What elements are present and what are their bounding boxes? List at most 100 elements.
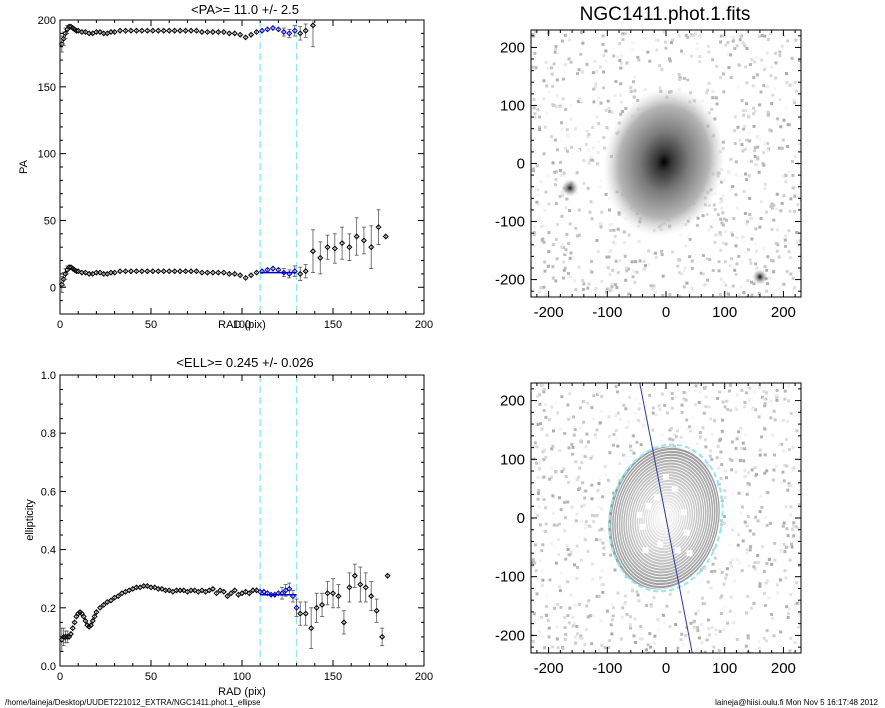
- noise-pixel: [754, 242, 758, 246]
- noise-pixel: [533, 561, 537, 565]
- noise-pixel: [728, 389, 731, 393]
- noise-pixel: [728, 383, 732, 387]
- noise-pixel: [586, 549, 590, 553]
- noise-pixel: [629, 626, 633, 630]
- noise-pixel: [601, 582, 605, 586]
- noise-pixel: [741, 149, 745, 153]
- noise-pixel: [749, 545, 753, 549]
- star-source: [752, 269, 768, 285]
- image-x-tick-label: 200: [771, 304, 796, 321]
- noise-pixel: [726, 408, 730, 411]
- noise-pixel: [600, 538, 604, 542]
- noise-pixel: [731, 528, 735, 532]
- noise-pixel: [772, 270, 776, 274]
- noise-pixel: [670, 392, 674, 395]
- noise-pixel: [760, 58, 764, 62]
- noise-pixel: [547, 635, 551, 639]
- noise-pixel: [551, 84, 555, 88]
- noise-pixel: [741, 539, 745, 543]
- noise-pixel: [598, 179, 602, 183]
- noise-pixel: [540, 495, 544, 499]
- noise-pixel: [730, 596, 734, 600]
- noise-pixel: [793, 608, 797, 612]
- image-x-tick-label: 100: [712, 660, 737, 677]
- noise-pixel: [787, 272, 791, 276]
- noise-pixel: [783, 569, 787, 573]
- noise-pixel: [733, 142, 737, 145]
- data-point-marker: [215, 269, 222, 276]
- noise-pixel: [760, 545, 764, 549]
- noise-pixel: [627, 292, 631, 296]
- data-point-marker: [155, 27, 162, 34]
- noise-pixel: [782, 282, 786, 286]
- noise-pixel: [775, 249, 779, 253]
- data-point-marker: [286, 585, 293, 592]
- noise-pixel: [635, 440, 639, 444]
- noise-pixel: [763, 187, 767, 191]
- noise-pixel: [745, 222, 748, 226]
- noise-pixel: [792, 100, 796, 104]
- noise-pixel: [789, 272, 793, 276]
- data-point-marker: [107, 597, 114, 604]
- noise-pixel: [569, 251, 573, 255]
- noise-pixel: [696, 626, 700, 630]
- data-point-marker: [231, 587, 238, 594]
- noise-pixel: [649, 604, 653, 608]
- noise-pixel: [720, 594, 724, 598]
- noise-pixel: [636, 593, 640, 597]
- data-point-marker: [111, 29, 118, 36]
- noise-pixel: [756, 560, 760, 564]
- noise-pixel: [542, 240, 546, 244]
- noise-pixel: [638, 637, 642, 641]
- noise-pixel: [539, 180, 543, 184]
- masked-region: [683, 529, 690, 536]
- noise-pixel: [600, 569, 604, 573]
- noise-pixel: [719, 40, 722, 44]
- noise-pixel: [771, 259, 775, 263]
- noise-pixel: [730, 564, 734, 568]
- noise-pixel: [572, 415, 575, 419]
- noise-pixel: [747, 564, 751, 568]
- noise-pixel: [723, 604, 727, 608]
- noise-pixel: [616, 591, 620, 595]
- noise-pixel: [599, 576, 603, 580]
- noise-pixel: [633, 641, 637, 644]
- data-point-marker: [69, 625, 76, 632]
- noise-pixel: [614, 414, 618, 418]
- noise-pixel: [787, 482, 791, 486]
- noise-pixel: [563, 70, 567, 74]
- noise-pixel: [596, 489, 600, 493]
- noise-pixel: [744, 433, 747, 436]
- noise-pixel: [785, 80, 789, 84]
- noise-pixel: [614, 259, 618, 263]
- noise-pixel: [715, 483, 719, 487]
- noise-pixel: [782, 194, 786, 198]
- noise-pixel: [550, 475, 554, 479]
- noise-pixel: [775, 583, 779, 587]
- noise-pixel: [753, 561, 757, 565]
- noise-pixel: [737, 63, 741, 67]
- noise-pixel: [619, 112, 623, 116]
- noise-pixel: [536, 422, 540, 426]
- noise-pixel: [734, 173, 738, 177]
- noise-pixel: [629, 580, 633, 584]
- noise-pixel: [661, 274, 665, 278]
- noise-pixel: [716, 213, 720, 217]
- pa-chart: <PA>= 11.0 +/- 2.5 0 50 100 150 200 0 50…: [18, 2, 433, 331]
- noise-pixel: [579, 558, 583, 562]
- noise-pixel: [591, 520, 595, 524]
- noise-pixel: [590, 217, 594, 221]
- noise-pixel: [729, 76, 733, 79]
- noise-pixel: [752, 565, 756, 569]
- noise-pixel: [566, 580, 570, 584]
- noise-pixel: [683, 266, 687, 270]
- data-point-marker: [231, 270, 238, 277]
- noise-pixel: [743, 212, 747, 215]
- noise-pixel: [619, 637, 623, 641]
- ell-y-tick-label: 0.8: [41, 428, 56, 440]
- noise-pixel: [696, 42, 699, 46]
- noise-pixel: [556, 646, 560, 650]
- data-point-marker: [375, 224, 382, 231]
- noise-pixel: [787, 229, 791, 233]
- noise-pixel: [710, 570, 714, 574]
